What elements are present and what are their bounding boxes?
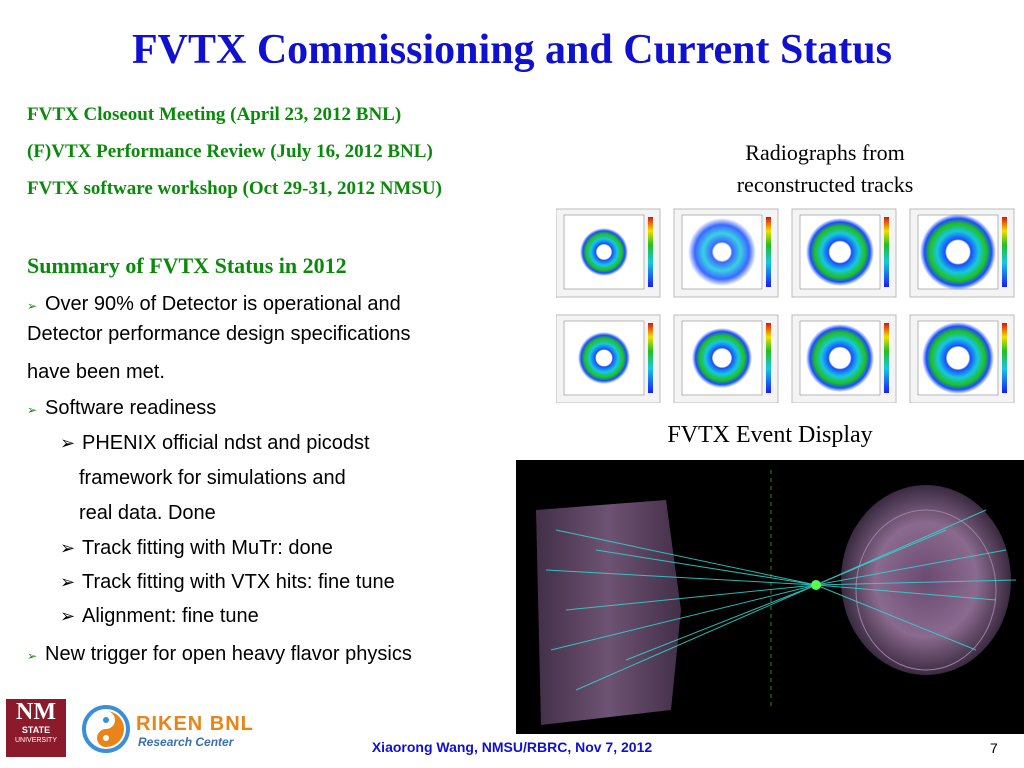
footer-author: Xiaorong Wang, NMSU/RBRC, Nov 7, 2012 — [371, 739, 653, 755]
bullet-arrow-icon: ➢ — [27, 299, 38, 313]
radiograph-panel — [909, 314, 1015, 404]
event-display-image — [516, 460, 1024, 734]
meeting-closeout: FVTX Closeout Meeting (April 23, 2012 BN… — [27, 104, 402, 125]
radiograph-caption: Radiographs from reconstructed tracks — [736, 140, 914, 197]
radiograph-panel — [555, 314, 661, 404]
subbullet-phenix-line3: real data. Done — [79, 502, 216, 524]
subbullet-phenix-ndst: ➢ PHENIX official ndst and picodst — [60, 432, 370, 454]
bullet-software-readiness: ➢ Software readiness — [27, 396, 216, 422]
bullet-detector-line3: have been met. — [27, 361, 165, 383]
subbullet-phenix-line2: framework for simulations and — [79, 467, 346, 489]
radiograph-grid — [555, 207, 1018, 404]
radiograph-images — [555, 208, 1015, 404]
riken-bnl-logo: RIKEN BNL Research Center — [80, 703, 280, 761]
subbullet-arrow-icon: ➢ — [60, 606, 76, 626]
bullet-arrow-icon: ➢ — [27, 649, 38, 663]
subbullet-arrow-icon: ➢ — [60, 433, 76, 453]
radiograph-panel — [673, 314, 779, 404]
bullet-new-trigger: ➢ New trigger for open heavy flavor physi… — [27, 642, 412, 668]
radiograph-panel — [791, 314, 897, 404]
riken-emblem-icon — [82, 705, 130, 753]
nmsu-logo: NM STATE UNIVERSITY — [6, 699, 66, 757]
event-display-graphic — [516, 460, 1024, 734]
bullet-arrow-icon: ➢ — [27, 403, 38, 417]
subbullet-mutr-fitting: ➢ Track fitting with MuTr: done — [60, 537, 333, 559]
meeting-performance-review: (F)VTX Performance Review (July 16, 2012… — [27, 141, 433, 162]
bullet-detector-line2: Detector performance design specificatio… — [27, 323, 411, 345]
subbullet-arrow-icon: ➢ — [60, 538, 76, 558]
riken-logo-subtitle: Research Center — [138, 735, 234, 749]
radiograph-panel — [909, 208, 1015, 298]
radiograph-panel — [791, 208, 897, 298]
event-display-caption: FVTX Event Display — [667, 422, 873, 448]
page-number: 7 — [990, 740, 998, 756]
subbullet-alignment: ➢ Alignment: fine tune — [60, 605, 259, 627]
subbullet-arrow-icon: ➢ — [60, 572, 76, 592]
bullet-detector-operational: ➢ Over 90% of Detector is operational and — [27, 292, 401, 318]
summary-heading: Summary of FVTX Status in 2012 — [27, 253, 347, 278]
radiograph-panel — [555, 208, 661, 298]
slide-title: FVTX Commissioning and Current Status — [132, 27, 892, 73]
subbullet-vtx-fitting: ➢ Track fitting with VTX hits: fine tune — [60, 571, 395, 593]
riken-logo-title: RIKEN BNL — [136, 713, 254, 735]
meeting-software-workshop: FVTX software workshop (Oct 29-31, 2012 … — [27, 178, 442, 199]
radiograph-panel — [673, 208, 779, 298]
